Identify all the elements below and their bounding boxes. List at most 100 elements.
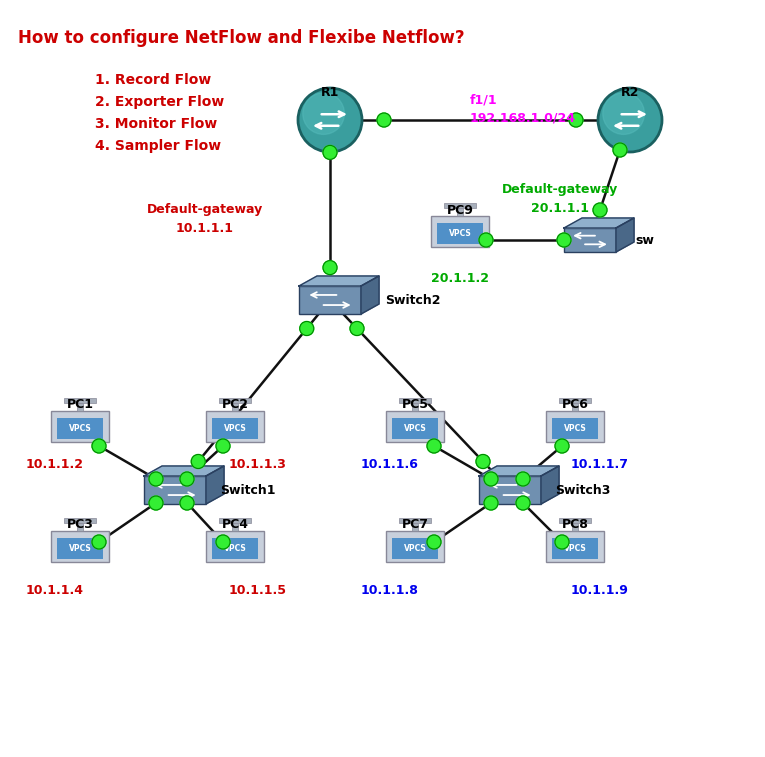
Circle shape — [569, 113, 583, 127]
Text: Switch2: Switch2 — [385, 294, 441, 307]
Text: 10.1.1.1: 10.1.1.1 — [176, 222, 234, 235]
Circle shape — [191, 454, 205, 469]
FancyBboxPatch shape — [399, 519, 431, 523]
Text: VPCS: VPCS — [69, 424, 91, 433]
Polygon shape — [479, 466, 559, 476]
FancyBboxPatch shape — [559, 519, 591, 523]
FancyBboxPatch shape — [57, 418, 103, 439]
FancyBboxPatch shape — [392, 537, 438, 559]
FancyBboxPatch shape — [57, 537, 103, 559]
Circle shape — [377, 113, 391, 127]
FancyBboxPatch shape — [412, 523, 418, 531]
Circle shape — [555, 535, 569, 549]
FancyBboxPatch shape — [76, 523, 83, 531]
FancyBboxPatch shape — [431, 216, 489, 248]
Text: 1. Record Flow: 1. Record Flow — [95, 73, 211, 87]
Circle shape — [516, 496, 530, 510]
Text: 10.1.1.9: 10.1.1.9 — [571, 584, 629, 597]
Text: Default-gateway: Default-gateway — [147, 204, 263, 217]
Circle shape — [216, 439, 230, 453]
FancyBboxPatch shape — [571, 523, 578, 531]
Text: PC6: PC6 — [562, 398, 588, 412]
Circle shape — [149, 472, 163, 486]
Circle shape — [557, 233, 571, 247]
Text: How to configure NetFlow and Flexibe Netflow?: How to configure NetFlow and Flexibe Net… — [18, 29, 464, 47]
Text: 2. Exporter Flow: 2. Exporter Flow — [95, 95, 224, 109]
Circle shape — [484, 496, 498, 510]
Text: PC3: PC3 — [67, 519, 93, 531]
Text: 10.1.1.7: 10.1.1.7 — [571, 459, 629, 472]
Polygon shape — [541, 466, 559, 504]
Polygon shape — [361, 276, 379, 314]
Text: PC5: PC5 — [402, 398, 428, 412]
FancyBboxPatch shape — [51, 531, 109, 562]
Text: Switch3: Switch3 — [555, 484, 610, 497]
FancyBboxPatch shape — [444, 204, 476, 208]
FancyBboxPatch shape — [386, 531, 444, 562]
Text: 3. Monitor Flow: 3. Monitor Flow — [95, 117, 217, 131]
Polygon shape — [299, 276, 379, 286]
FancyBboxPatch shape — [564, 228, 616, 252]
Circle shape — [593, 203, 607, 217]
Text: PC9: PC9 — [447, 204, 474, 217]
Circle shape — [613, 143, 627, 157]
Circle shape — [479, 233, 493, 247]
FancyBboxPatch shape — [299, 286, 361, 314]
FancyBboxPatch shape — [552, 537, 598, 559]
Text: VPCS: VPCS — [404, 544, 426, 553]
FancyBboxPatch shape — [219, 519, 251, 523]
Circle shape — [298, 88, 362, 152]
Text: 10.1.1.4: 10.1.1.4 — [26, 584, 84, 597]
FancyBboxPatch shape — [437, 223, 483, 244]
Circle shape — [303, 93, 344, 135]
Polygon shape — [616, 218, 634, 252]
FancyBboxPatch shape — [392, 418, 438, 439]
Text: 10.1.1.2: 10.1.1.2 — [26, 459, 84, 472]
FancyBboxPatch shape — [64, 519, 96, 523]
FancyBboxPatch shape — [64, 398, 96, 403]
Text: VPCS: VPCS — [223, 424, 246, 433]
FancyBboxPatch shape — [457, 208, 464, 216]
Text: PC1: PC1 — [67, 398, 93, 412]
FancyBboxPatch shape — [399, 398, 431, 403]
Circle shape — [92, 439, 106, 453]
Circle shape — [216, 535, 230, 549]
Text: 10.1.1.8: 10.1.1.8 — [361, 584, 419, 597]
FancyBboxPatch shape — [412, 403, 418, 411]
Polygon shape — [144, 466, 224, 476]
FancyBboxPatch shape — [386, 411, 444, 443]
FancyBboxPatch shape — [219, 398, 251, 403]
Circle shape — [180, 472, 194, 486]
Text: 4. Sampler Flow: 4. Sampler Flow — [95, 139, 221, 153]
Text: VPCS: VPCS — [223, 544, 246, 553]
Polygon shape — [206, 466, 224, 504]
FancyBboxPatch shape — [571, 403, 578, 411]
FancyBboxPatch shape — [212, 418, 259, 439]
Text: VPCS: VPCS — [69, 544, 91, 553]
Text: R2: R2 — [621, 86, 640, 98]
FancyBboxPatch shape — [212, 537, 259, 559]
Text: R1: R1 — [321, 86, 339, 98]
FancyBboxPatch shape — [76, 403, 83, 411]
Circle shape — [427, 535, 441, 549]
Text: 20.1.1.2: 20.1.1.2 — [431, 272, 489, 285]
FancyBboxPatch shape — [559, 398, 591, 403]
Polygon shape — [564, 218, 634, 228]
Text: f1/1: f1/1 — [470, 94, 497, 107]
FancyBboxPatch shape — [546, 411, 604, 443]
FancyBboxPatch shape — [206, 531, 264, 562]
Circle shape — [149, 496, 163, 510]
FancyBboxPatch shape — [546, 531, 604, 562]
Circle shape — [555, 439, 569, 453]
Text: PC7: PC7 — [402, 519, 428, 531]
Text: 10.1.1.5: 10.1.1.5 — [229, 584, 287, 597]
Text: VPCS: VPCS — [564, 424, 587, 433]
Circle shape — [476, 454, 490, 469]
Text: PC8: PC8 — [562, 519, 588, 531]
FancyBboxPatch shape — [51, 411, 109, 443]
Circle shape — [323, 260, 337, 275]
Circle shape — [300, 322, 314, 335]
Text: PC2: PC2 — [222, 398, 249, 412]
Circle shape — [603, 93, 644, 135]
FancyBboxPatch shape — [552, 418, 598, 439]
